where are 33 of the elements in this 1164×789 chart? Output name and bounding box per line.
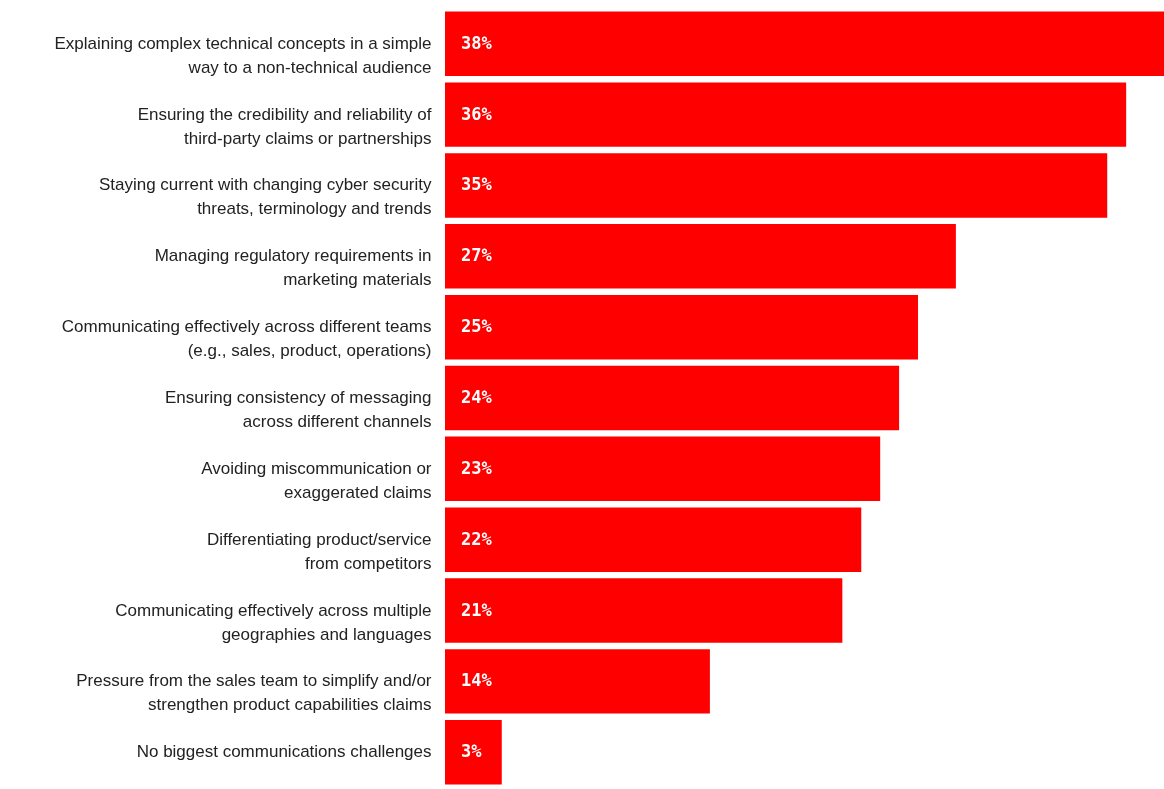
y-tick-label: Ensuring the credibility and reliability of third-party claims or partnerships	[137, 104, 432, 148]
y-tick-label: Ensuring consistency of messaging across different channels	[165, 388, 432, 431]
y-tick-label: Staying current with changing cyber security threats, terminology and trends	[98, 175, 432, 219]
bar	[445, 578, 843, 643]
data-label: 24%	[461, 387, 493, 407]
bar	[445, 82, 1127, 147]
data-label: 21%	[461, 599, 493, 620]
data-label: 38%	[461, 32, 493, 53]
data-label: 35%	[461, 174, 493, 195]
y-tick-label: Pressure from the sales team to simplify and/or strengthen product capabilities claims	[76, 671, 432, 715]
y-tick-label: No biggest communications challenges	[136, 742, 432, 762]
y-tick-label: Differentiating product/service from competitors	[206, 529, 432, 573]
data-label: 23%	[461, 457, 493, 478]
bar	[445, 649, 710, 714]
data-label: 3%	[461, 741, 483, 762]
data-label: 25%	[461, 316, 493, 337]
data-label: 14%	[461, 670, 493, 691]
bar	[445, 224, 956, 289]
data-label: 22%	[461, 528, 493, 549]
bar	[445, 294, 919, 360]
bar	[445, 436, 881, 502]
y-tick-label: Managing regulatory requirements in marketing materials	[154, 246, 432, 290]
data-label: 27%	[461, 245, 493, 266]
data-label: 36%	[461, 103, 493, 124]
bar	[445, 719, 502, 785]
y-tick-label: Avoiding miscommunication or exaggerated claims	[201, 458, 432, 502]
y-tick-label: Explaining complex technical concepts in a simple way to a non-technical audience	[54, 33, 432, 77]
bar	[445, 507, 862, 572]
bar	[445, 153, 1108, 218]
y-tick-label: Communicating effectively across multiple geographies and languages	[115, 600, 432, 644]
bar	[445, 365, 900, 431]
bar	[445, 11, 1164, 77]
y-tick-label: Communicating effectively across different teams (e.g., sales, product, operations)	[61, 317, 432, 361]
